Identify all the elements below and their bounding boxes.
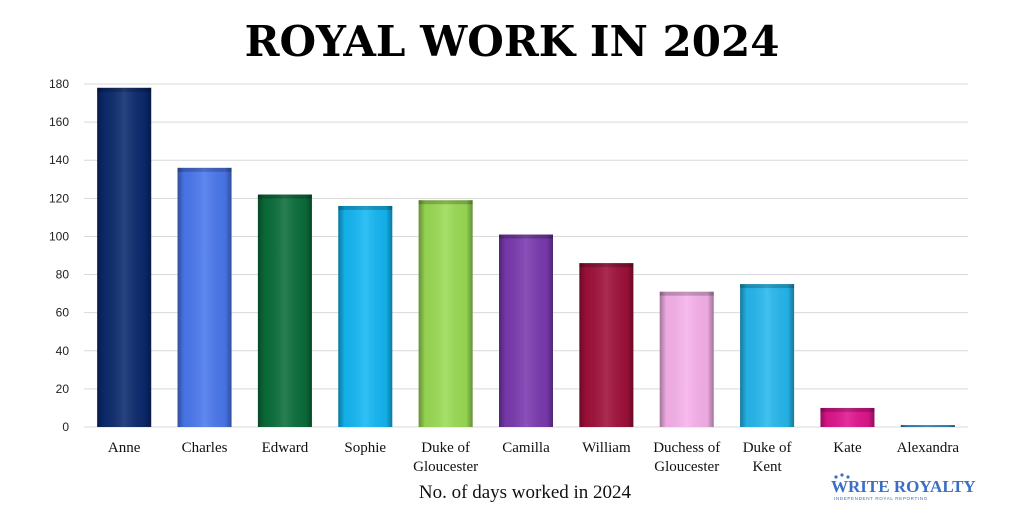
y-tick-label: 60	[56, 306, 70, 320]
x-category-label: Gloucester	[413, 459, 478, 475]
x-category-label: Sophie	[344, 440, 386, 456]
bar	[740, 284, 795, 427]
x-category-label: Duchess of	[653, 440, 720, 456]
x-category-label: Edward	[262, 440, 309, 456]
x-category-label: Gloucester	[654, 459, 719, 475]
x-axis-title: No. of days worked in 2024	[419, 482, 632, 503]
y-tick-label: 180	[49, 77, 69, 91]
bar	[418, 200, 473, 427]
logo-tagline: INDEPENDENT ROYAL REPORTING	[834, 496, 928, 501]
y-tick-label: 20	[56, 382, 70, 396]
x-category-label: Camilla	[502, 440, 550, 456]
bar	[257, 194, 312, 427]
y-tick-label: 140	[49, 153, 69, 167]
x-axis-labels: Anne Charles Edward Sophie Duke of Gloucester…	[108, 440, 959, 475]
y-tick-label: 40	[56, 344, 70, 358]
bar	[820, 407, 875, 427]
y-tick-label: 160	[49, 115, 69, 129]
x-category-label: William	[582, 440, 631, 456]
x-category-label: Duke of	[743, 440, 792, 456]
y-tick-label: 0	[62, 420, 69, 434]
y-tick-label: 80	[56, 268, 70, 282]
x-category-label: Alexandra	[897, 440, 960, 456]
bar	[97, 87, 152, 428]
bar	[338, 205, 393, 427]
bar	[579, 263, 634, 427]
y-axis-ticks: 0 20 40 60 80 100 120 140 160 180	[49, 77, 69, 434]
y-tick-label: 120	[49, 191, 69, 205]
y-tick-label: 100	[49, 229, 69, 243]
x-category-label: Duke of	[421, 440, 470, 456]
chart-title: ROYAL WORK IN 2024	[245, 17, 780, 66]
write-royalty-logo: WRITE ROYALTY INDEPENDENT ROYAL REPORTIN…	[831, 473, 976, 501]
bar	[900, 425, 955, 427]
bar	[499, 234, 553, 427]
bar	[659, 291, 714, 427]
x-category-label: Kent	[753, 459, 783, 475]
bars	[97, 87, 955, 428]
x-category-label: Anne	[108, 440, 141, 456]
x-category-label: Charles	[182, 440, 228, 456]
x-category-label: Kate	[833, 440, 862, 456]
crown-icon	[834, 473, 850, 479]
logo-text: WRITE ROYALTY	[831, 477, 976, 496]
bar	[177, 167, 232, 427]
